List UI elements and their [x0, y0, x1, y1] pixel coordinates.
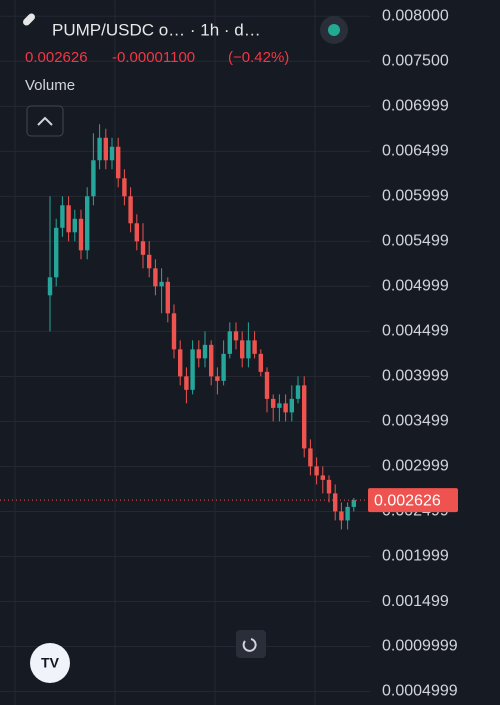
y-tick-label: 0.0009999 [382, 638, 458, 655]
candle-body [339, 511, 344, 521]
candle-body [351, 500, 356, 507]
chart-title: PUMP/USDC o… · 1h · d… [52, 20, 261, 39]
y-tick-label: 0.0004999 [382, 683, 458, 700]
candle-body [326, 479, 332, 494]
candle-body [227, 331, 232, 354]
candle-body [140, 241, 146, 255]
collapse-button[interactable] [26, 105, 64, 137]
price-change: -0.00001100 [112, 49, 195, 66]
candle-body [252, 340, 257, 354]
candle-body [283, 403, 288, 413]
candle-body [165, 281, 170, 314]
y-tick-label: 0.006999 [382, 98, 449, 115]
tv-logo-text: TV [41, 655, 60, 671]
candle-body [78, 218, 84, 251]
candle-body [72, 218, 77, 233]
y-tick-label: 0.001999 [382, 548, 449, 565]
candle-body [47, 277, 53, 296]
candle-body [147, 254, 152, 269]
reset-icon [242, 638, 257, 652]
candle-body [116, 146, 121, 179]
candle-body [289, 398, 294, 413]
candle-body [202, 344, 208, 359]
candle-body [320, 475, 325, 480]
candle-body [103, 137, 108, 161]
candle-body [302, 385, 307, 449]
candle-body [264, 371, 270, 399]
y-tick-label: 0.008000 [382, 7, 449, 24]
y-tick-label: 0.004499 [382, 323, 449, 340]
candle-body [295, 385, 301, 399]
candle-body [54, 227, 59, 278]
price-tag: 0.002626 [0, 488, 458, 513]
candle-body [190, 349, 195, 390]
candle-body [271, 398, 276, 408]
candle-body [258, 353, 263, 372]
candle-body [184, 376, 189, 390]
reset-button[interactable] [236, 630, 266, 658]
candle-body [122, 178, 127, 197]
y-tick-label: 0.005999 [382, 188, 449, 205]
candle-body [246, 340, 251, 359]
y-tick-label: 0.007500 [382, 52, 449, 69]
candle-body [209, 344, 214, 377]
y-tick-label: 0.003499 [382, 413, 449, 430]
status-dot [328, 24, 340, 36]
last-price-label: 0.002626 [374, 492, 441, 509]
candles [47, 124, 356, 530]
y-tick-label: 0.001499 [382, 593, 449, 610]
candle-body [196, 349, 201, 359]
candle-body [215, 376, 220, 381]
vertical-grid [14, 0, 316, 705]
y-tick-label: 0.006499 [382, 143, 449, 160]
y-tick-label: 0.003999 [382, 368, 449, 385]
symbol-icon [23, 13, 35, 26]
volume-label: Volume [25, 77, 75, 94]
last-price: 0.002626 [25, 49, 88, 66]
candle-body [233, 331, 239, 341]
candle-body [128, 196, 133, 224]
price-axis: 0.008000 0.007500 0.006999 0.006499 0.005999… [382, 7, 458, 699]
candle-body [333, 493, 338, 512]
candle-body [134, 223, 139, 242]
tv-logo[interactable] [30, 643, 70, 683]
candle-body [97, 137, 102, 161]
candle-body [240, 340, 245, 359]
candle-body [85, 196, 90, 251]
candle-body [159, 281, 164, 287]
candle-body [60, 205, 65, 228]
y-tick-label: 0.002999 [382, 458, 449, 475]
price-change-pct: (−0.42%) [228, 49, 289, 66]
chevron-icon [37, 116, 53, 126]
candle-body [153, 268, 158, 287]
candle-body [221, 353, 226, 381]
last-price-box [368, 488, 458, 513]
candle-body [171, 313, 177, 350]
candle-body [66, 205, 71, 233]
candle-body [308, 448, 313, 467]
candle-body [345, 506, 350, 521]
candle-body [277, 403, 282, 408]
y-tick-label: 0.004999 [382, 278, 449, 295]
candle-body [314, 466, 319, 476]
candle-body [178, 349, 183, 377]
y-tick-label: 0.005499 [382, 233, 449, 250]
candle-body [109, 146, 115, 161]
candle-body [91, 160, 96, 197]
